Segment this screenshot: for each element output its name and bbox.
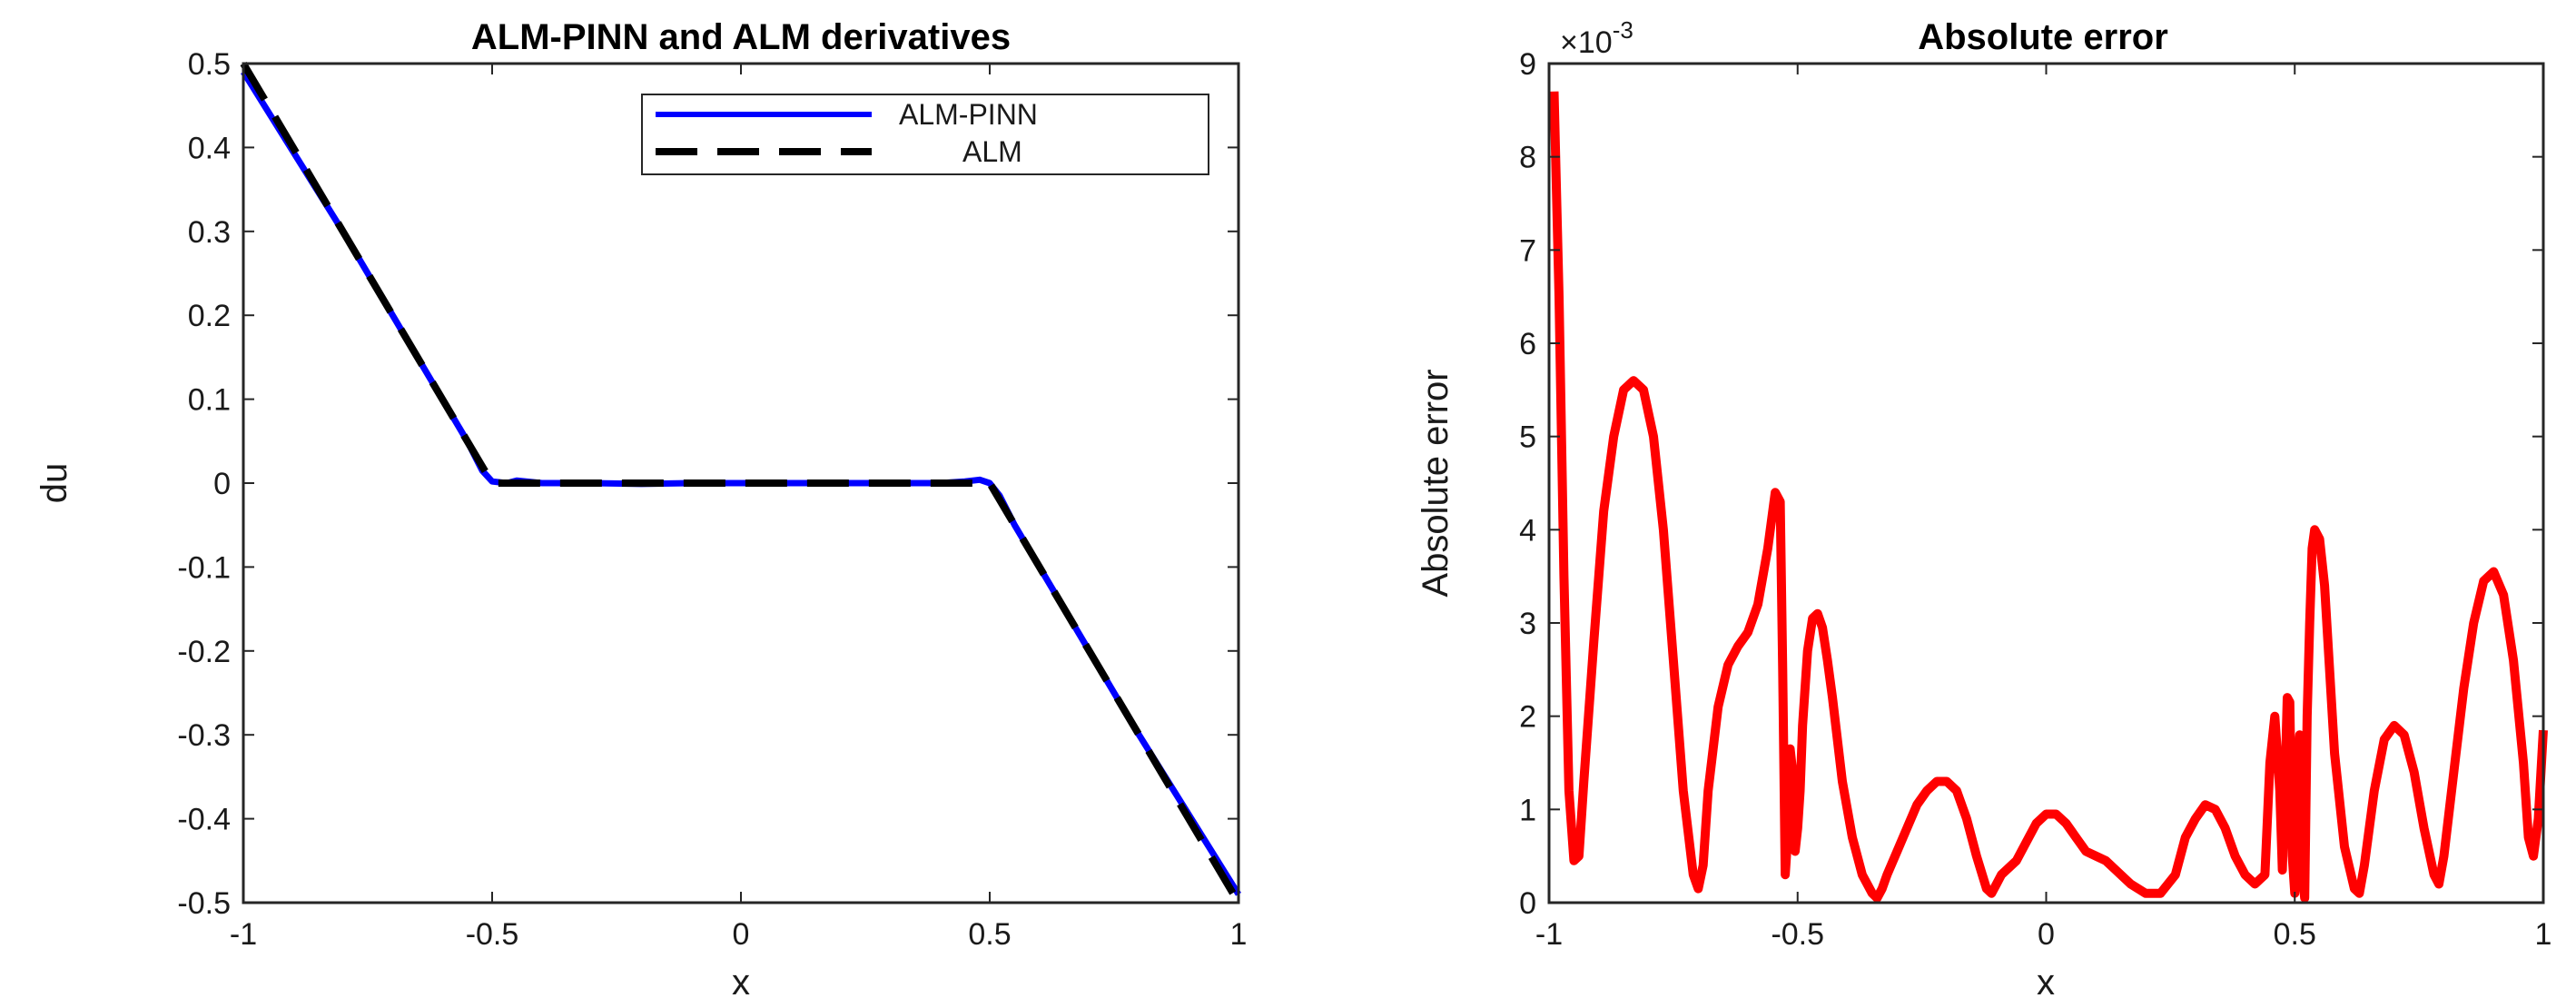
x-tick-label: 0.5 <box>968 917 1011 952</box>
y-tick-label: 1 <box>1519 793 1536 827</box>
left-chart-lines <box>240 61 1242 905</box>
left-chart-xlabel: x <box>732 963 750 1003</box>
y-tick-label: -0.1 <box>177 550 231 585</box>
y-tick-label: 4 <box>1519 513 1536 548</box>
y-tick-label: 8 <box>1519 141 1536 175</box>
left-chart-legend: ALM-PINN ALM <box>641 94 1209 175</box>
left-chart: ALM-PINN and ALM derivatives x du -1 -0.5… <box>35 17 1247 1003</box>
right-chart-title: Absolute error <box>1918 17 2168 57</box>
y-tick-label: 7 <box>1519 233 1536 268</box>
x-tick-label: 1 <box>1230 917 1248 952</box>
right-chart: Absolute error ×10-3 x Absolute error -1… <box>1416 16 2551 1003</box>
y-tick-label: -0.4 <box>177 803 231 837</box>
left-chart-ylabel: du <box>35 463 74 504</box>
right-chart-lines <box>1549 91 2548 903</box>
y-tick-label: -0.2 <box>177 635 231 669</box>
left-chart-ticks: -1 -0.5 0 0.5 1-0.5-0.4-0.3-0.2-0.100.10.20.… <box>177 47 1247 952</box>
x-tick-label: -0.5 <box>1771 917 1824 952</box>
y-tick-label: -0.5 <box>177 886 231 921</box>
x-tick-label: 1 <box>2535 917 2552 952</box>
y-tick-label: 0.2 <box>188 299 231 333</box>
y-tick-label: 0 <box>213 467 231 501</box>
x-tick-label: 0 <box>2038 917 2055 952</box>
x-tick-label: 0 <box>733 917 750 952</box>
y-tick-label: 3 <box>1519 607 1536 641</box>
legend-label-alm: ALM <box>962 135 1022 168</box>
y-tick-label: 0.4 <box>188 131 231 165</box>
series-line-error <box>1549 91 2548 903</box>
left-chart-frame <box>242 62 1240 904</box>
right-chart-xlabel: x <box>2037 963 2055 1003</box>
left-chart-title: ALM-PINN and ALM derivatives <box>471 17 1011 57</box>
y-tick-label: 6 <box>1519 327 1536 361</box>
x-tick-label: -1 <box>1535 917 1563 952</box>
series-line-alm-pinn <box>241 70 1241 896</box>
y-tick-label: -0.3 <box>177 718 231 753</box>
y-tick-label: 0.3 <box>188 215 231 250</box>
y-tick-label: 0.5 <box>188 47 231 82</box>
right-chart-ylabel: Absolute error <box>1416 369 1456 597</box>
exponent-base: ×10 <box>1560 25 1613 60</box>
x-tick-label: -1 <box>230 917 257 952</box>
legend-label-alm-pinn: ALM-PINN <box>899 98 1038 131</box>
right-chart-exponent: ×10-3 <box>1560 16 1633 60</box>
right-chart-frame <box>1547 62 2545 904</box>
exponent-power: -3 <box>1613 16 1633 44</box>
legend-box <box>641 94 1209 175</box>
x-tick-label: -0.5 <box>466 917 519 952</box>
y-tick-label: 0.1 <box>188 383 231 418</box>
right-chart-ticks: -1 -0.5 0 0.5 1 0 1 2 3 4 5 6 7 8 9 <box>1519 47 2551 952</box>
x-tick-label: 0.5 <box>2274 917 2316 952</box>
y-tick-label: 9 <box>1519 47 1536 82</box>
y-tick-label: 2 <box>1519 700 1536 735</box>
y-tick-label: 0 <box>1519 886 1536 921</box>
y-tick-label: 5 <box>1519 420 1536 455</box>
